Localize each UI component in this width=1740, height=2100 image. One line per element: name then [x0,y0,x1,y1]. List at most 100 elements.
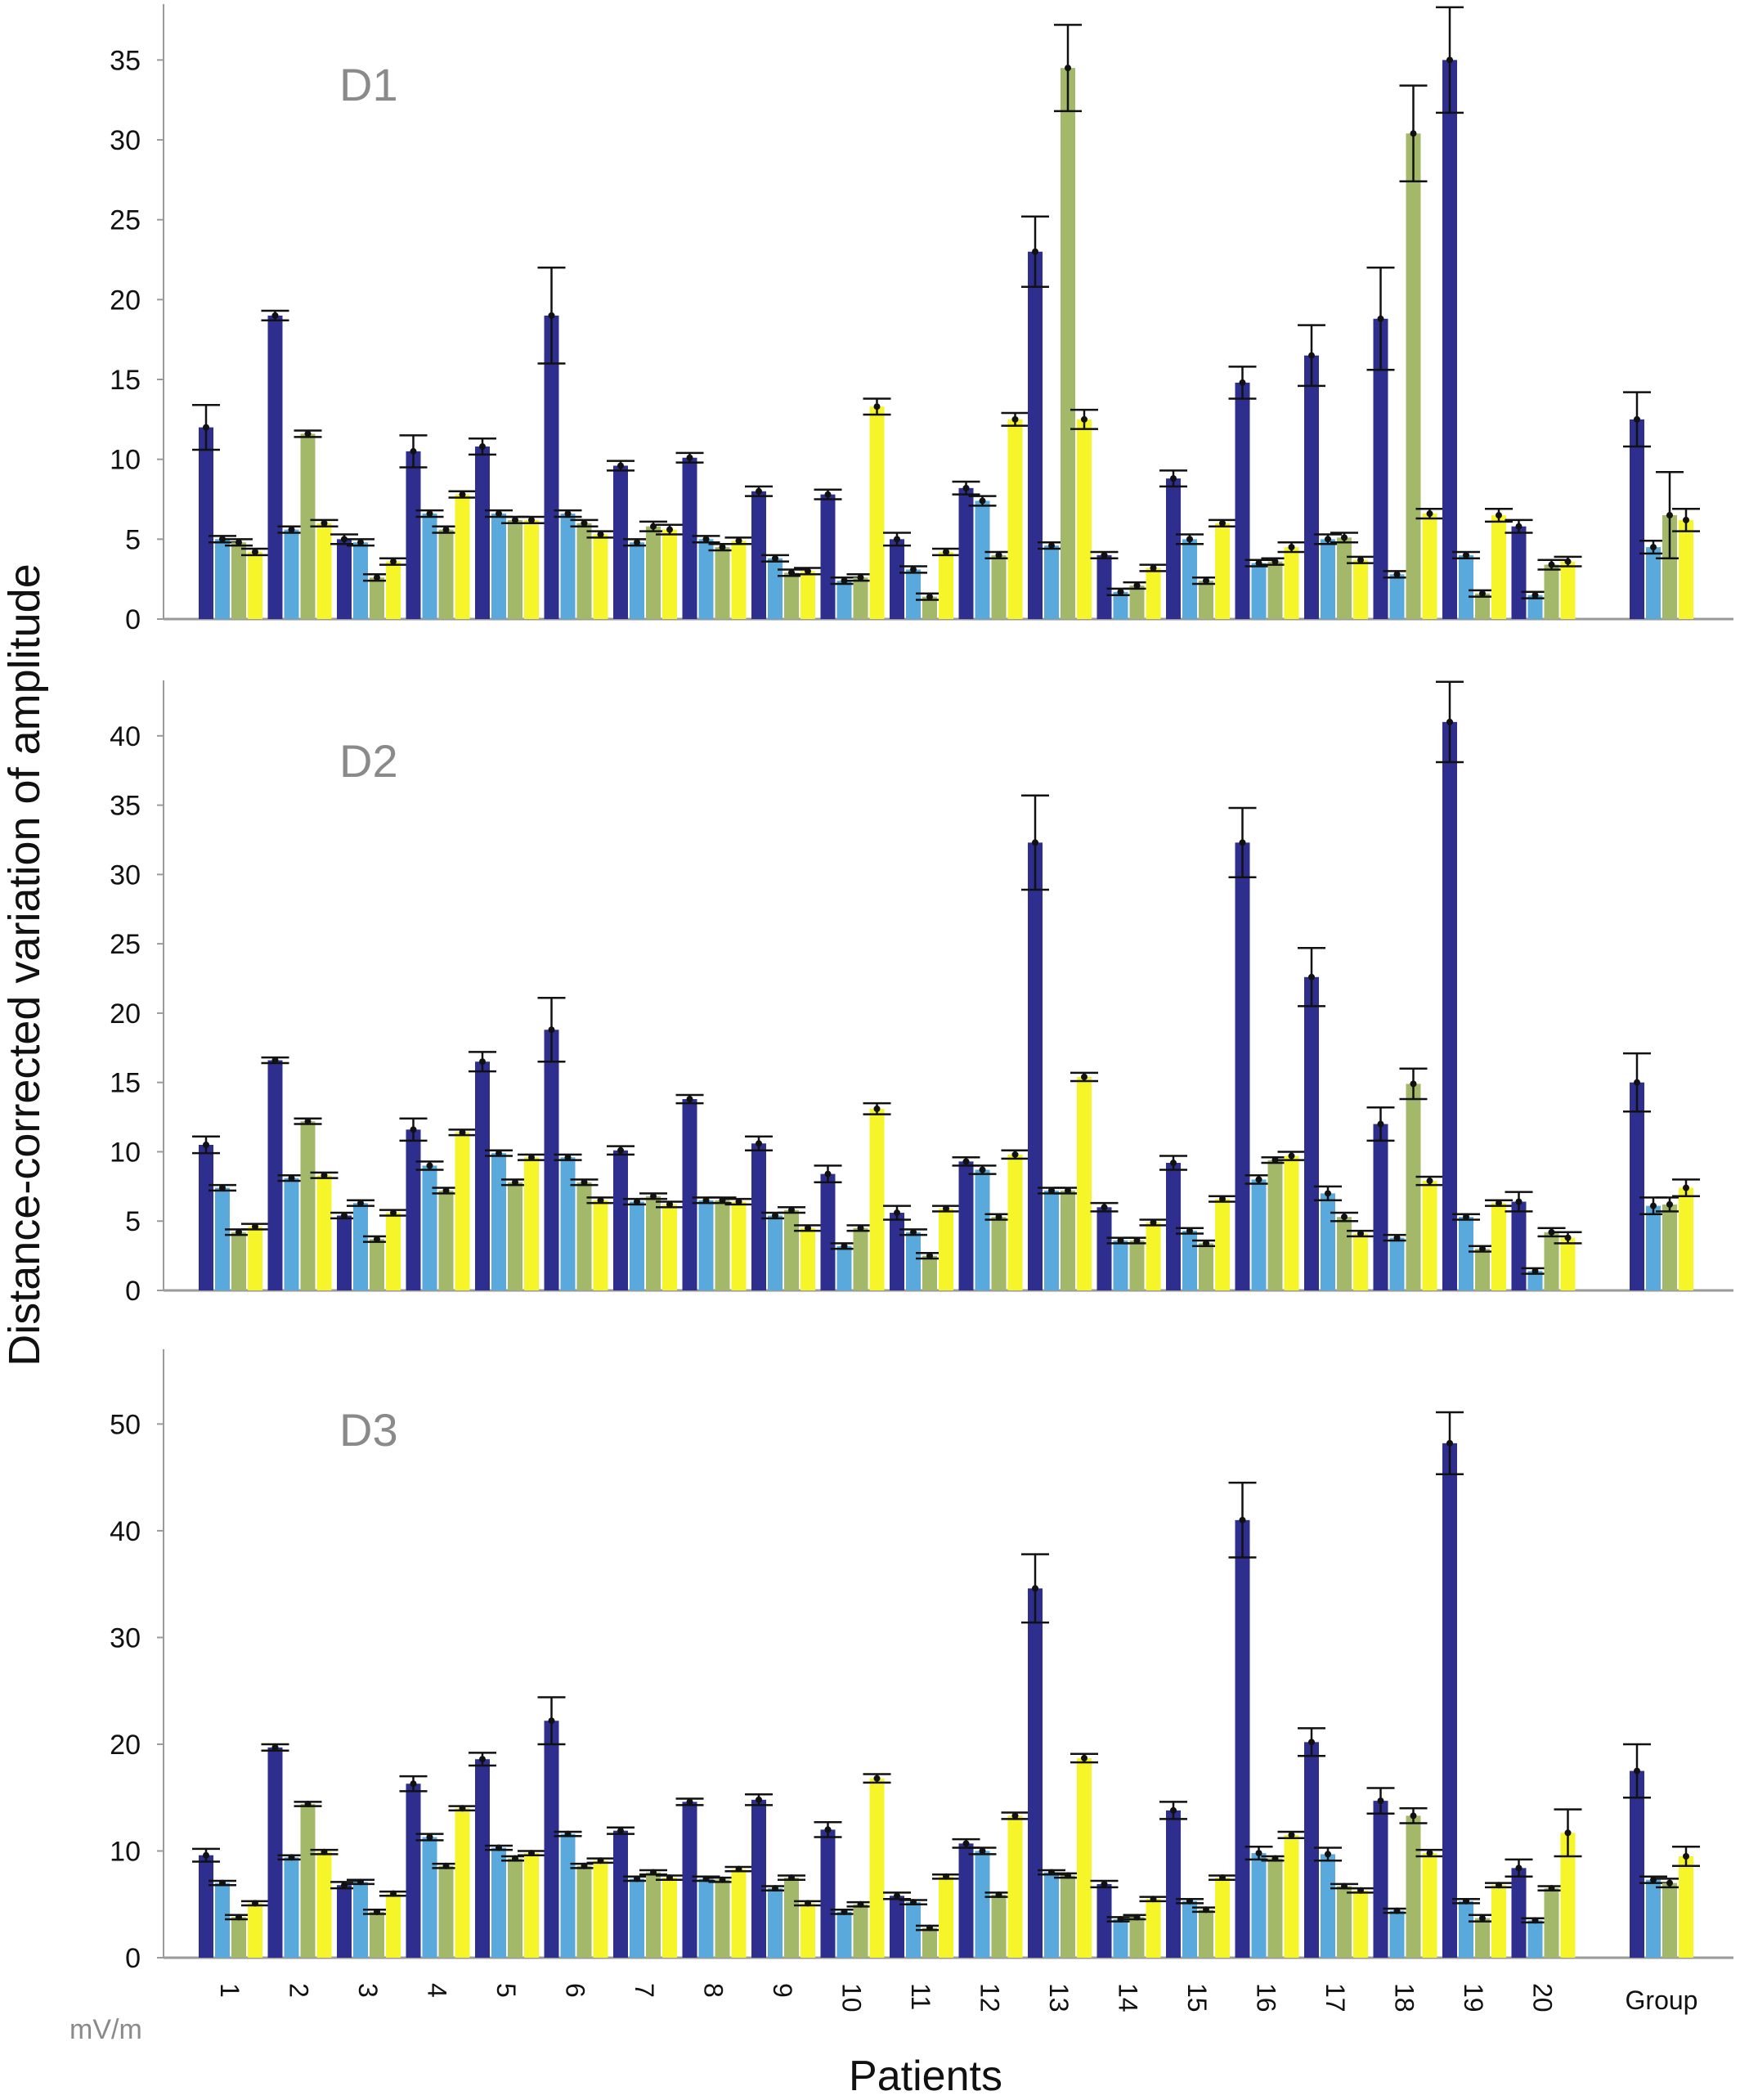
mean-marker [788,569,795,577]
bar-d2-s3-12 [991,1217,1007,1290]
mean-marker [1357,556,1364,563]
bar-d2-s4-15 [1215,1199,1230,1290]
bar-d3-s4-10 [869,1778,885,1958]
mean-marker [686,1096,693,1103]
bar-d3-s3-3 [370,1911,384,1958]
mean-marker [894,536,900,543]
y-tick-label: 5 [125,524,141,555]
mean-marker [1117,1236,1124,1244]
bar-d2-s2-18 [1389,1237,1405,1290]
mean-marker [873,403,881,411]
bar-d2-s4-12 [1007,1154,1023,1290]
mean-marker [772,1885,778,1892]
mean-marker [1548,1228,1555,1236]
bar-d1-s2-9 [768,558,783,619]
bar-d1-s4-17 [1353,559,1368,619]
mean-marker [894,1892,900,1900]
mean-marker [910,1899,917,1906]
mean-marker [1683,516,1689,523]
bar-d2-s2-20 [1527,1271,1543,1290]
mean-marker [341,536,348,543]
bar-d1-s2-2 [284,529,299,619]
panel-d1: 0 5 10 15 20 25 30 35 D1 [110,4,1733,635]
mean-marker [1548,1885,1555,1892]
bar-d1-s1-Group [1630,419,1644,619]
bar-d2-s3-16 [1267,1160,1283,1290]
mean-marker [824,1170,832,1178]
mean-marker [1666,512,1673,519]
bar-d2-s4-18 [1422,1181,1437,1290]
mean-marker [1203,577,1209,585]
y-tick-label: 10 [110,1836,141,1867]
bar-d2-s1-2 [267,1060,283,1290]
mean-marker [617,1146,624,1154]
mean-marker [841,577,848,585]
mean-marker [479,1058,486,1066]
bar-d2-s2-Group [1646,1205,1661,1290]
mean-marker [1515,1864,1522,1872]
bar-d2-s4-Group [1679,1187,1693,1290]
mean-marker [1479,1245,1486,1253]
mean-marker [1496,1200,1502,1207]
bar-d1-s1-1 [199,427,213,619]
bar-d3-s4-4 [455,1808,470,1958]
bar-d1-s1-6 [544,315,559,619]
mean-marker [548,312,555,319]
bar-d1-s1-20 [1511,526,1527,619]
bar-d1-s1-14 [1096,554,1112,619]
bar-d3-s2-1 [215,1882,230,1958]
bar-d1-s1-2 [267,315,283,619]
bar-d2-s2-8 [698,1200,714,1290]
mean-marker [1564,558,1572,565]
mean-marker [1666,1879,1673,1887]
mean-marker [1255,559,1262,567]
mean-marker [1325,1190,1331,1197]
mean-marker [235,1914,242,1921]
bar-d3-s4-Group [1679,1856,1693,1958]
mean-marker [564,1154,572,1161]
mean-marker [203,424,209,431]
bar-d3-s3-2 [300,1804,316,1958]
mean-marker [426,1833,433,1841]
mean-marker [581,1862,588,1869]
bar-d3-s2-12 [975,1851,990,1958]
bar-d3-s3-17 [1337,1886,1352,1958]
panel-d3: 0 10 20 30 40 50 D3 [110,1349,1733,1974]
mean-marker [1186,536,1193,543]
mean-marker [1255,1176,1262,1183]
mean-marker [1531,591,1539,599]
bar-d1-s1-17 [1304,355,1319,619]
bar-d3-s4-11 [939,1876,953,1958]
bar-d2-s1-14 [1096,1207,1112,1290]
mean-marker [894,1209,900,1217]
bar-d1-s3-18 [1406,133,1421,619]
mean-marker [666,1200,673,1208]
mean-marker [1377,315,1384,322]
mean-marker [1011,415,1019,423]
y-axis-title: Distance-corrected variation of amplitud… [0,563,49,1366]
bar-d3-s1-8 [682,1802,697,1958]
bar-d2-s2-7 [630,1201,644,1290]
bar-d1-s1-10 [820,494,836,619]
bar-d2-s2-19 [1459,1217,1473,1290]
bar-d1-s2-12 [975,500,990,619]
mean-marker [1446,56,1453,64]
bar-d2-s2-14 [1113,1240,1128,1290]
mean-marker [1170,475,1177,482]
mean-marker [304,1801,312,1808]
mean-marker [666,1874,673,1882]
bar-d2-s3-13 [1061,1190,1075,1290]
mean-marker [1515,1198,1522,1205]
bar-d1-s2-4 [422,514,437,619]
mean-marker [1219,1196,1226,1203]
mean-marker [597,1857,604,1864]
bar-d3-s2-17 [1321,1854,1335,1958]
mean-marker [1133,581,1141,589]
mean-marker [203,1851,209,1859]
mean-marker [634,1198,640,1205]
mean-marker [304,1118,312,1125]
bar-d2-s1-19 [1442,721,1457,1290]
mean-marker [979,497,986,505]
mean-marker [735,537,742,545]
bar-d2-s1-18 [1373,1124,1388,1290]
